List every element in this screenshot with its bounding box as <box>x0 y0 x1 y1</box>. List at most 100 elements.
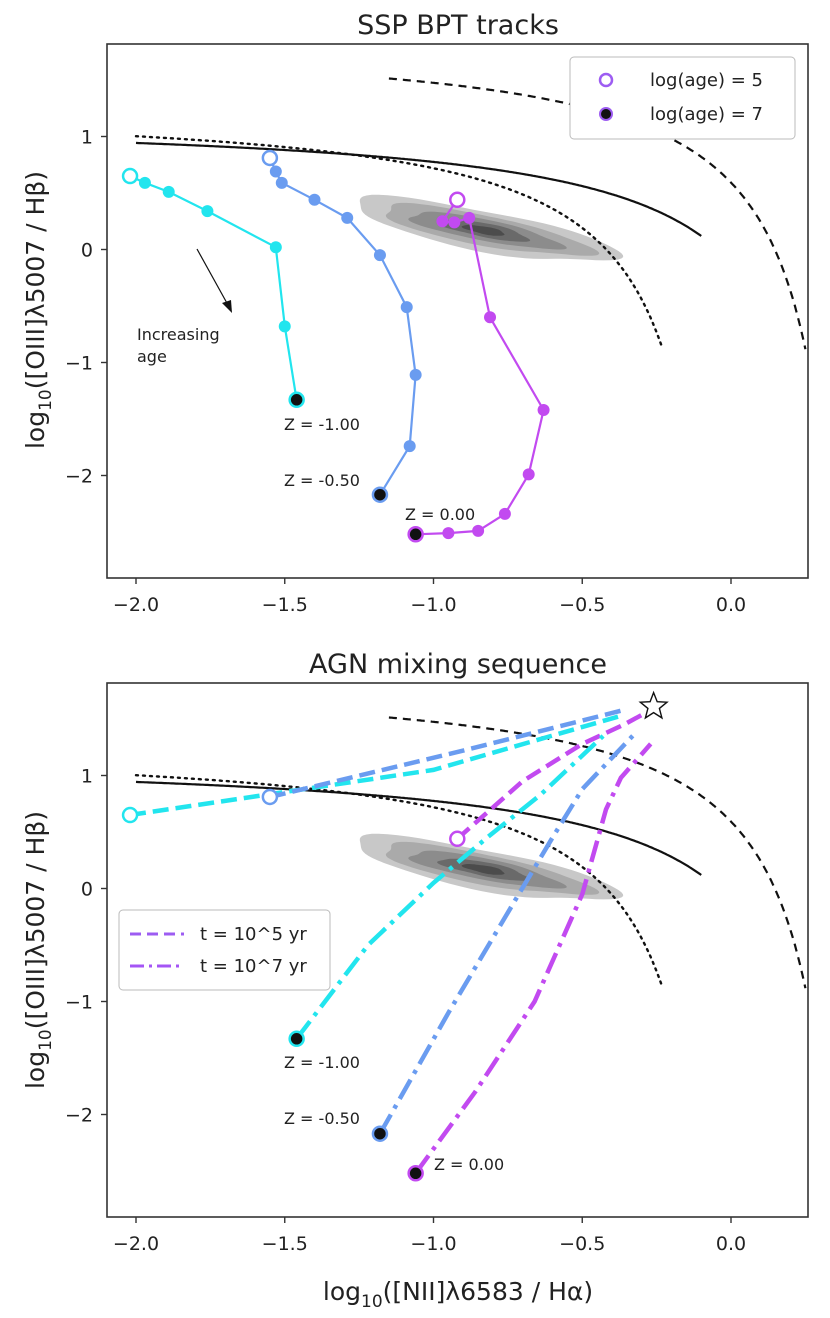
y-tick-label: −2 <box>65 1105 93 1127</box>
age-label: age <box>137 347 167 366</box>
kewley-line <box>135 780 702 876</box>
old-age-marker <box>407 1165 424 1182</box>
x-tick-label: 0.0 <box>716 594 746 616</box>
legend-open-marker <box>598 72 614 88</box>
data-point <box>400 301 413 314</box>
data-point <box>448 216 461 229</box>
young-age-marker <box>121 806 139 824</box>
x-tick-label: −1.0 <box>410 594 456 616</box>
data-point <box>269 165 282 178</box>
z-label-minus-0-5: Z = -0.50 <box>284 471 360 490</box>
data-point <box>472 524 485 537</box>
y-tick-label: 0 <box>81 240 93 262</box>
bottom-axis-ticks: −2.0 −1.5 −1.0 −0.5 0.0 −2 −1 0 1 <box>65 766 746 1256</box>
y-tick-label: −2 <box>65 466 93 488</box>
old-age-marker <box>288 1030 305 1048</box>
data-point <box>162 185 175 198</box>
z-label-minus-1: Z = -1.00 <box>284 415 360 434</box>
z-label-minus-1-bottom: Z = -1.00 <box>284 1053 360 1072</box>
y-tick-label: −1 <box>65 992 93 1014</box>
agn-star-marker <box>638 690 669 720</box>
mixing-line-old <box>294 734 605 1041</box>
data-point <box>463 211 476 224</box>
young-age-marker <box>261 149 279 167</box>
legend-filled-marker <box>599 107 613 121</box>
data-point <box>498 507 511 520</box>
data-point <box>403 440 416 453</box>
data-point <box>373 249 386 262</box>
x-axis-label: log10([NII]λ6583 / Hα) <box>323 1277 593 1312</box>
old-age-marker <box>371 1125 389 1142</box>
top-legend: log(age) = 5 log(age) = 7 <box>569 56 796 140</box>
extreme-line <box>388 716 807 989</box>
legend-age-7: log(age) = 7 <box>650 104 763 125</box>
top-panel: SSP BPT tracks Increasing age Z = -1.00 … <box>21 10 809 617</box>
top-series <box>121 149 550 543</box>
young-age-marker <box>121 167 139 185</box>
increasing-age-annotation: Increasing age <box>137 248 232 366</box>
data-point <box>409 368 422 381</box>
x-tick-label: −2.0 <box>113 1233 159 1255</box>
series-line <box>268 157 417 496</box>
old-age-marker <box>371 486 389 503</box>
x-tick-label: −1.5 <box>262 1233 308 1255</box>
old-age-marker <box>407 526 424 543</box>
data-point <box>522 468 535 481</box>
data-point <box>308 193 321 206</box>
z-label-0-bottom: Z = 0.00 <box>434 1155 504 1174</box>
bottom-legend-box <box>118 909 331 991</box>
top-plot-frame <box>106 43 809 579</box>
young-age-marker <box>449 830 466 848</box>
data-point <box>278 320 291 333</box>
z-label-0: Z = 0.00 <box>405 505 475 524</box>
increasing-label: Increasing <box>137 325 220 344</box>
young-age-marker <box>261 788 279 806</box>
kewley-line <box>135 141 702 237</box>
bottom-demarcation-curves <box>134 716 807 989</box>
mixing-line-young <box>269 707 625 800</box>
x-tick-label: −1.5 <box>262 594 308 616</box>
data-point <box>201 205 214 218</box>
bottom-series <box>121 690 669 1182</box>
data-point <box>269 241 282 254</box>
y-tick-label: 1 <box>81 127 93 149</box>
x-tick-label: −0.5 <box>559 594 605 616</box>
y-tick-label: 1 <box>81 766 93 788</box>
x-tick-label: −0.5 <box>559 1233 605 1255</box>
data-point <box>537 403 550 416</box>
legend-t7: t = 10^7 yr <box>200 956 307 977</box>
age-arrow-line <box>196 248 229 306</box>
data-point <box>436 215 449 228</box>
top-axis-ticks: −2.0 −1.5 −1.0 −0.5 0.0 −2 −1 0 1 <box>65 127 746 617</box>
data-point <box>275 176 288 189</box>
data-point <box>442 527 455 540</box>
x-tick-label: −2.0 <box>113 594 159 616</box>
bottom-plot-frame <box>106 682 809 1218</box>
old-age-marker <box>288 391 305 409</box>
data-point <box>138 176 151 189</box>
mixing-line-young <box>455 711 646 841</box>
bottom-legend: t = 10^5 yr t = 10^7 yr <box>118 909 331 991</box>
mixing-line-old <box>413 742 653 1175</box>
legend-age-5: log(age) = 5 <box>650 70 763 91</box>
z-label-minus-0-5-bottom: Z = -0.50 <box>284 1109 360 1128</box>
series-line <box>129 175 298 400</box>
y-tick-label: 0 <box>81 879 93 901</box>
mixing-line-young <box>129 714 619 818</box>
y-tick-label: −1 <box>65 353 93 375</box>
bottom-y-axis-label: log10([OIII]λ5007 / Hβ) <box>21 811 56 1089</box>
mixing-line-old <box>378 731 638 1135</box>
top-legend-box <box>569 56 796 140</box>
age-arrow-head <box>222 300 232 313</box>
bottom-title: AGN mixing sequence <box>309 649 607 680</box>
young-age-marker <box>449 191 466 209</box>
data-point <box>484 311 497 324</box>
bottom-panel: AGN mixing sequence Z = -1.00 Z = -0.50 … <box>21 649 809 1312</box>
x-tick-label: 0.0 <box>716 1233 746 1255</box>
top-y-axis-label: log10([OIII]λ5007 / Hβ) <box>21 171 56 449</box>
density-contour-level <box>461 864 505 875</box>
top-title: SSP BPT tracks <box>357 10 559 41</box>
x-tick-label: −1.0 <box>410 1233 456 1255</box>
legend-t5: t = 10^5 yr <box>200 924 307 945</box>
